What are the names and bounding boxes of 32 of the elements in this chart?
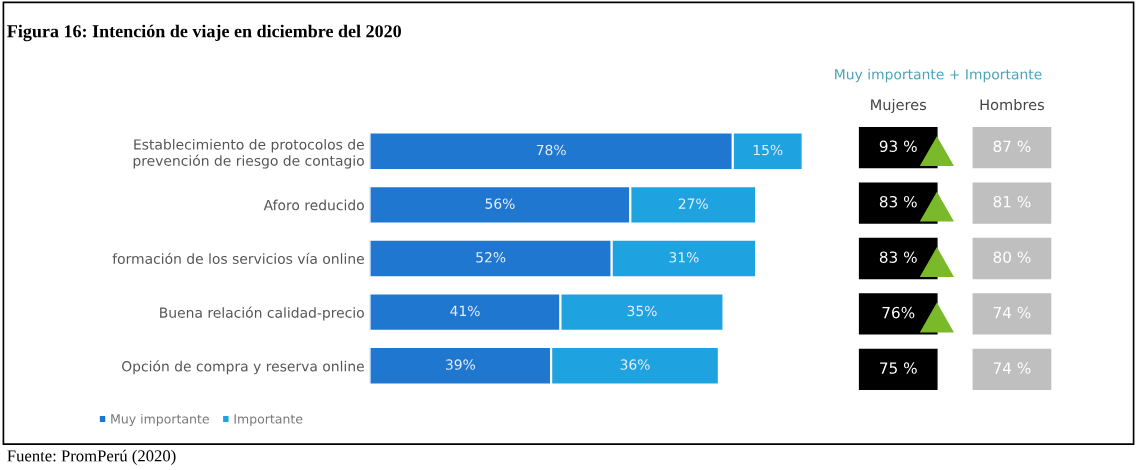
data-label: 52% bbox=[476, 252, 506, 263]
data-label: 36% bbox=[620, 359, 650, 370]
y-tick-label: Opción de compra y reserva online bbox=[122, 360, 364, 375]
data-label: 39% bbox=[445, 359, 476, 370]
legend-label: Muy importante bbox=[111, 413, 209, 427]
text: 74 % bbox=[993, 362, 1031, 374]
y-tick-label: Aforo reducido bbox=[263, 199, 364, 211]
text: 80 % bbox=[993, 251, 1031, 263]
data-label: 35% bbox=[627, 305, 657, 317]
text: 74 % bbox=[993, 306, 1031, 319]
data-label: 78% bbox=[536, 144, 566, 156]
legend-label: Importante bbox=[234, 414, 303, 427]
text: 87 % bbox=[993, 140, 1031, 153]
text: 76% bbox=[882, 306, 915, 319]
data-label: 56% bbox=[485, 198, 515, 209]
text: 83 % bbox=[879, 195, 917, 208]
category-label: Mujeres bbox=[871, 98, 927, 114]
text: 75 % bbox=[880, 362, 917, 374]
text: Muy importante + Importante bbox=[835, 68, 1042, 83]
data-label: 31% bbox=[669, 252, 699, 263]
text: Figura 16: Intención de viaje en diciembre del 2020 bbox=[7, 24, 401, 42]
data-label: 27% bbox=[678, 198, 708, 209]
y-tick-label: Establecimiento de protocolos de prevención de riesgo de contagio bbox=[133, 138, 364, 169]
data-label: 41% bbox=[450, 305, 480, 317]
source-note: Fuente: PromPerú (2020) bbox=[7, 449, 176, 465]
text: 83 % bbox=[879, 251, 917, 263]
y-tick-label: Buena relación calidad-precio bbox=[160, 306, 364, 321]
text: 93 % bbox=[879, 140, 917, 153]
category-label: Hombres bbox=[980, 98, 1045, 111]
y-tick-label: formación de los servicios vía online bbox=[112, 252, 364, 264]
data-label: 15% bbox=[753, 144, 783, 156]
text: 81 % bbox=[993, 195, 1031, 208]
